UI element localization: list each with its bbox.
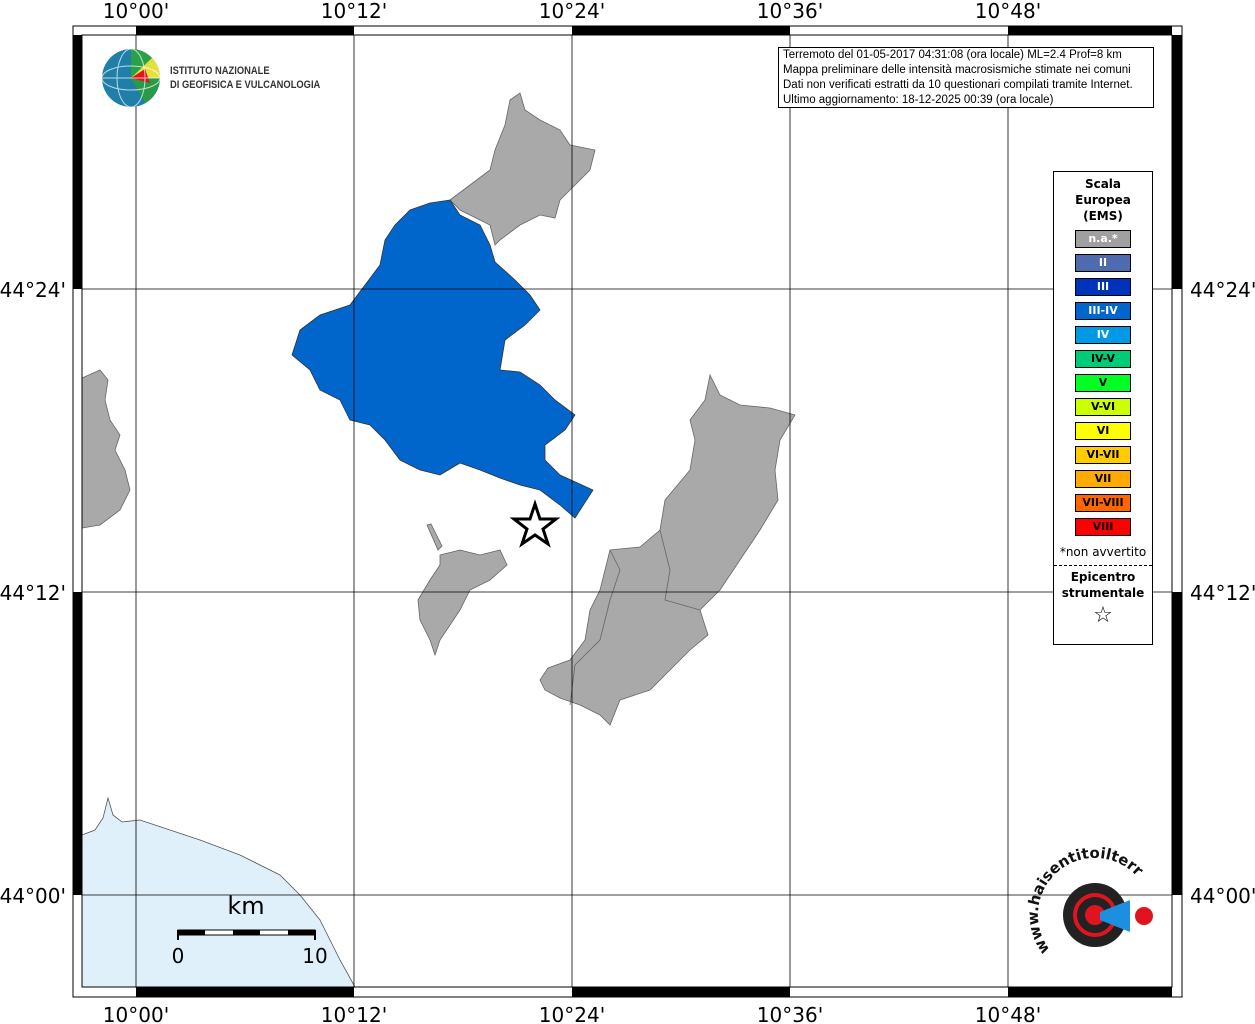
lon-label-bottom: 10°36' [757,1003,823,1024]
intensity-legend: Scala Europea (EMS) n.a.* II III III-IV IV IV… [1053,171,1153,645]
legend-epicenter-label: Epicentro strumentale [1054,569,1152,601]
legend-star-icon: ☆ [1093,603,1113,628]
lat-label-left: 44°00' [0,884,66,908]
legend-swatch-vi-vii: VI-VII [1075,446,1131,464]
lon-label-top: 10°12' [321,0,387,23]
sea-area [81,796,356,988]
lon-label-top: 10°48' [975,0,1041,23]
municipality-north[interactable] [449,92,596,246]
legend-swatches: n.a.* II III III-IV IV IV-V V V-VI VI VI-VII VII VI… [1054,230,1152,536]
legend-swatch-vii: VII [1075,470,1131,488]
legend-epicenter-line: Epicentro [1070,570,1136,584]
municipality-east[interactable] [539,373,796,726]
lon-label-top: 10°24' [539,0,605,23]
event-info-line: Dati non verificati estratti da 10 quest… [783,79,1133,91]
lon-label-bottom: 10°00' [103,1003,169,1024]
municipality-southwest[interactable] [417,549,508,657]
lon-label-bottom: 10°24' [539,1003,605,1024]
lon-label-top: 10°36' [757,0,823,23]
lon-label-bottom: 10°12' [321,1003,387,1024]
lat-label-left: 44°12' [0,581,66,605]
municipality-west[interactable] [81,369,131,529]
hsit-logo-text: www.haisentitoilterremoto.it [0,0,1147,957]
map-frame [72,25,1183,998]
lat-label-left: 44°24' [0,278,66,302]
legend-title: Scala Europea (EMS) [1054,176,1152,224]
legend-swatch-v: V [1075,374,1131,392]
legend-swatch-v-vi: V-VI [1075,398,1131,416]
svg-text:www.haisentitoilterremoto.it: www.haisentitoilterremoto.it [0,0,1147,957]
lat-label-right: 44°00' [1190,884,1255,908]
legend-swatch-ii: II [1075,254,1131,272]
event-info-line: Mappa preliminare delle intensità macros… [783,64,1131,76]
legend-swatch-iv-v: IV-V [1075,350,1131,368]
legend-epicenter-line: strumentale [1061,586,1145,600]
ingv-logo: ISTITUTO NAZIONALE DI GEOFISICA E VULCAN… [100,47,347,109]
municipality-sliver[interactable] [426,523,443,551]
legend-swatch-iii: III [1075,278,1131,296]
epicenter-star-icon[interactable] [509,499,561,548]
lat-label-right: 44°24' [1190,278,1255,302]
event-info-box: Terremoto del 01-05-2017 04:31:08 (ora l… [778,47,1154,108]
legend-swatch-n-a-: n.a.* [1075,230,1131,248]
graticule [82,35,1172,987]
legend-note: *non avvertito [1059,545,1147,559]
scale-max: 10 [302,944,327,968]
legend-swatch-viii: VIII [1075,518,1131,536]
legend-swatch-vii-viii: VII-VIII [1075,494,1131,512]
legend-swatch-vi: VI [1075,422,1131,440]
lat-label-right: 44°12' [1190,581,1255,605]
legend-title-line: Europea [1075,193,1131,207]
legend-divider [1054,565,1152,566]
ingv-name-line2: DI GEOFISICA E VULCANOLOGIA [170,79,321,91]
event-info-line: Terremoto del 01-05-2017 04:31:08 (ora l… [783,49,1122,61]
event-info-line: Ultimo aggiornamento: 18-12-2025 00:39 (… [783,94,1054,106]
legend-title-line: (EMS) [1083,209,1123,223]
municipality-intensity-III-IV[interactable] [291,199,594,519]
legend-title-line: Scala [1084,177,1122,191]
scale-unit: km [227,892,264,920]
ingv-name-line1: ISTITUTO NAZIONALE [170,65,270,77]
hsit-logo: www.haisentitoilterremoto.it [0,0,1153,957]
legend-swatch-iv: IV [1075,326,1131,344]
scale-bar: km 0 10 [172,892,328,968]
scale-min: 0 [172,944,185,968]
lon-label-top: 10°00' [103,0,169,23]
legend-swatch-iii-iv: III-IV [1075,302,1131,320]
lon-label-bottom: 10°48' [975,1003,1041,1024]
globe-icon [101,48,161,108]
